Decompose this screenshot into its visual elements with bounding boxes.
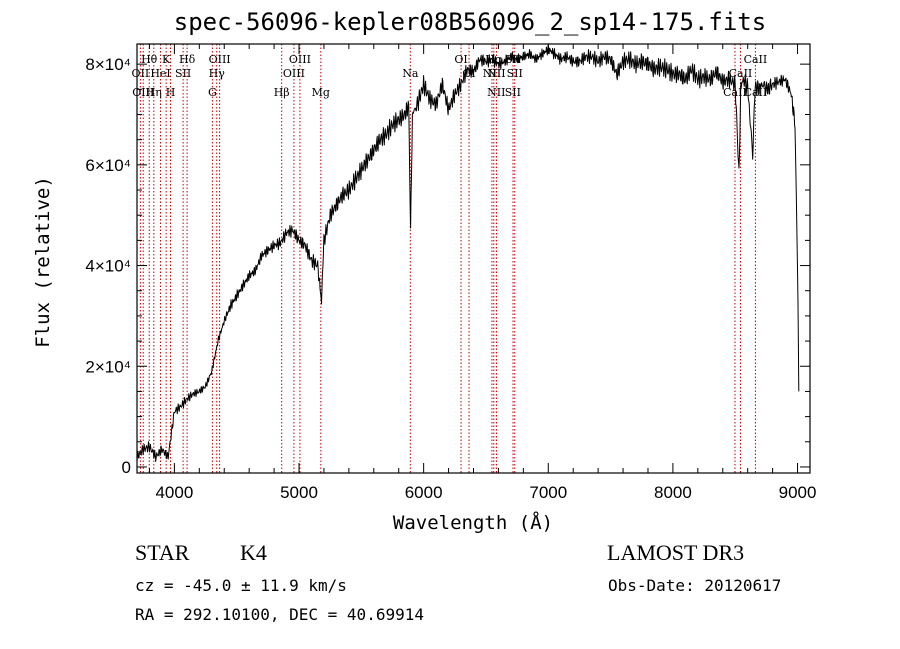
x-tick-label: 9000: [779, 483, 817, 502]
spectral-line-label: Hδ: [179, 53, 196, 66]
observation-date: Obs-Date: 20120617: [608, 576, 782, 595]
spectral-line-label: CaII: [744, 86, 768, 99]
y-tick-label: 0: [122, 458, 131, 477]
coordinates: RA = 292.10100, DEC = 40.69914: [135, 605, 424, 624]
survey-name: LAMOST DR3: [607, 540, 745, 565]
spectral-line-label: NII: [483, 67, 501, 80]
y-tick-label: 4×10⁴: [85, 257, 131, 276]
spectral-line-label: H: [166, 86, 176, 99]
spectral-line-markers: [139, 44, 756, 473]
spectral-line-label: Hθ: [141, 53, 158, 66]
x-tick-label: 4000: [155, 483, 193, 502]
y-tick-label: 6×10⁴: [85, 156, 131, 175]
object-class: STAR: [135, 540, 190, 565]
spectral-line-label: Na: [402, 67, 419, 80]
chart-title: spec-56096-kepler08B56096_2_sp14-175.fit…: [173, 8, 767, 36]
spectral-line-label: SII: [505, 53, 521, 66]
spectral-line-label: K: [162, 53, 171, 66]
spectral-line-label: CaII: [744, 53, 768, 66]
x-tick-label: 5000: [280, 483, 318, 502]
plot-frame: [136, 43, 811, 474]
spectral-line-label: OI: [454, 53, 467, 66]
spectral-line-label: OIII: [289, 53, 311, 66]
y-tick-label: 8×10⁴: [85, 55, 131, 74]
x-tick-label: 7000: [529, 483, 567, 502]
spectral-line-label: OI: [462, 67, 475, 80]
x-axis-label: Wavelength (Å): [393, 511, 553, 534]
spectral-line-label: SII: [505, 86, 521, 99]
spectral-line-label: G: [208, 86, 217, 99]
spectral-line-label: CaII: [729, 67, 753, 80]
spectral-line-label: Hβ: [274, 86, 290, 99]
spectral-line-label: OIII: [283, 67, 305, 80]
spectral-line-label: NII: [487, 67, 505, 80]
spectral-line-label: SII: [175, 67, 191, 80]
spectral-line-label: OII: [132, 67, 150, 80]
spectral-line-label: OIII: [132, 86, 154, 99]
axis-ticks: 4000 5000 6000 7000 8000 9000 0 2×10⁴ 4×10⁴ 6×10⁴…: [85, 44, 816, 502]
spectral-line-label: HeI: [150, 67, 170, 80]
x-tick-label: 6000: [405, 483, 443, 502]
spectral-line-label: OIII: [209, 53, 231, 66]
spectral-line-label: SII: [507, 67, 523, 80]
y-axis-label: Flux (relative): [32, 176, 54, 348]
spectral-line-label: NII: [487, 86, 505, 99]
x-tick-label: 8000: [654, 483, 692, 502]
redshift-value: cz = -45.0 ± 11.9 km/s: [135, 576, 347, 595]
spectral-line-label: CaII: [723, 86, 747, 99]
spectral-line-label: Hγ: [209, 67, 226, 80]
y-tick-label: 2×10⁴: [85, 357, 131, 376]
subclass: K4: [240, 540, 267, 565]
spectral-line-label: Hη: [146, 86, 162, 99]
spectrum-series: [136, 43, 800, 462]
spectrum-line: [136, 43, 800, 462]
spectral-line-label: Hα: [485, 53, 503, 66]
spectral-line-label: Mg: [312, 86, 330, 99]
